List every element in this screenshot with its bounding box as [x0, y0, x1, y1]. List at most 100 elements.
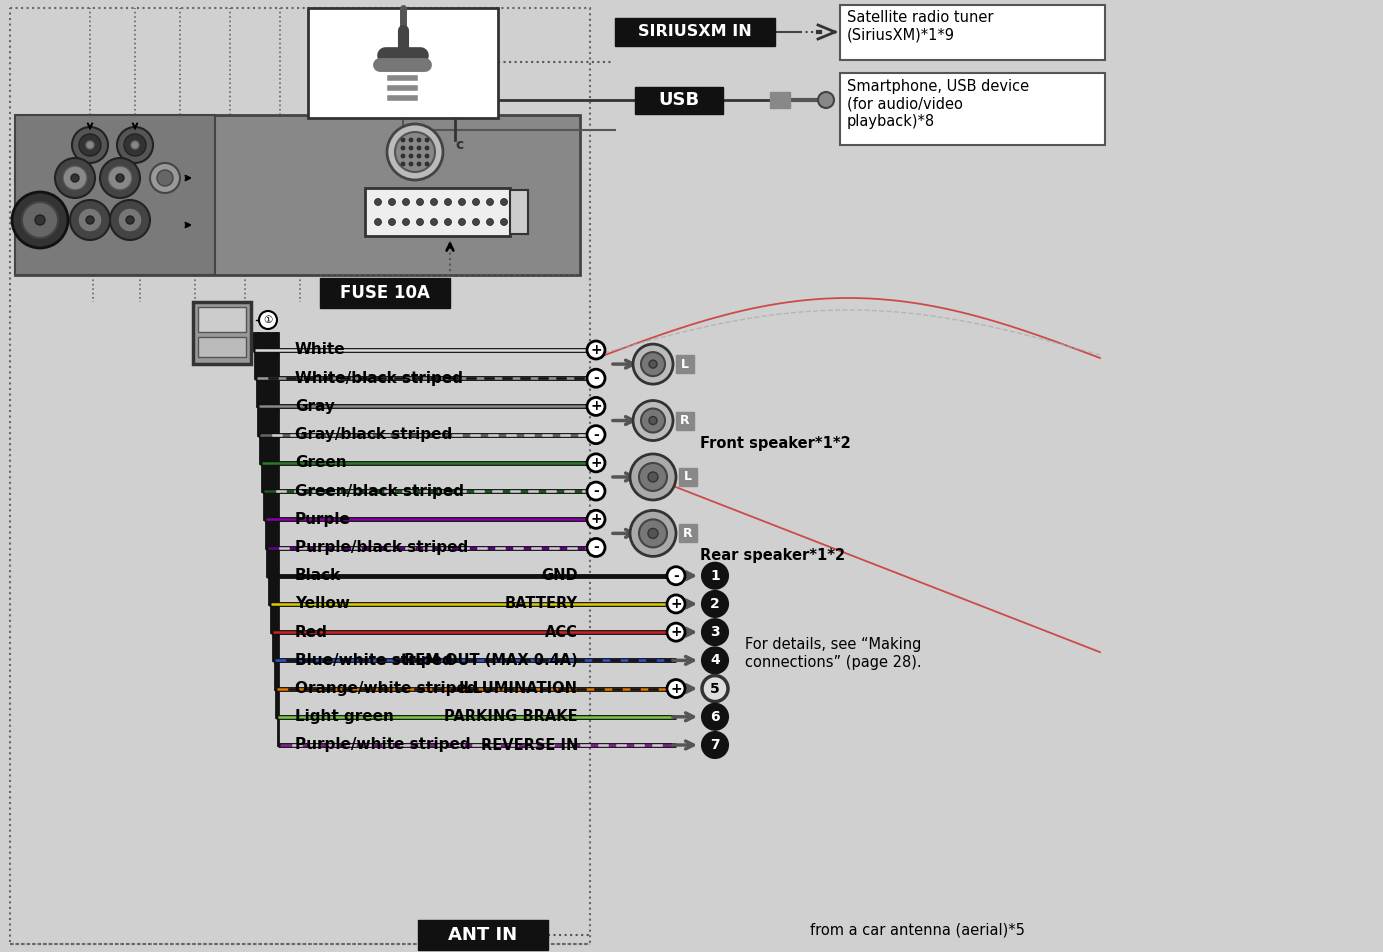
Text: ACC: ACC — [545, 625, 578, 640]
Text: ①: ① — [263, 315, 272, 325]
Circle shape — [401, 154, 405, 158]
Circle shape — [703, 647, 727, 673]
Circle shape — [409, 162, 414, 166]
Circle shape — [71, 174, 79, 182]
Circle shape — [667, 624, 685, 641]
FancyBboxPatch shape — [15, 115, 579, 275]
Text: PARKING BRAKE: PARKING BRAKE — [444, 709, 578, 724]
Circle shape — [425, 146, 429, 150]
Text: Red: Red — [295, 625, 328, 640]
Circle shape — [389, 199, 396, 206]
FancyBboxPatch shape — [10, 8, 591, 944]
FancyBboxPatch shape — [839, 5, 1105, 60]
Circle shape — [667, 680, 685, 698]
FancyBboxPatch shape — [198, 337, 246, 357]
Circle shape — [639, 520, 667, 547]
Circle shape — [586, 510, 604, 528]
Circle shape — [586, 454, 604, 472]
Circle shape — [55, 158, 95, 198]
Text: -: - — [593, 484, 599, 498]
Circle shape — [77, 208, 102, 232]
Circle shape — [64, 166, 87, 190]
Circle shape — [418, 154, 420, 158]
Text: ANT IN: ANT IN — [448, 926, 517, 944]
Circle shape — [633, 401, 674, 441]
Text: For details, see “Making
connections” (page 28).: For details, see “Making connections” (p… — [745, 637, 921, 669]
Circle shape — [703, 704, 727, 730]
Circle shape — [418, 162, 420, 166]
FancyBboxPatch shape — [365, 188, 510, 236]
Circle shape — [118, 208, 142, 232]
Circle shape — [459, 219, 466, 226]
Circle shape — [586, 369, 604, 387]
Circle shape — [640, 408, 665, 432]
FancyBboxPatch shape — [308, 8, 498, 118]
Circle shape — [444, 199, 451, 206]
Circle shape — [430, 199, 437, 206]
Circle shape — [126, 216, 134, 224]
Circle shape — [667, 566, 685, 585]
Text: Satellite radio tuner
(SiriusXM)*1*9: Satellite radio tuner (SiriusXM)*1*9 — [846, 10, 993, 43]
Text: -: - — [674, 568, 679, 583]
Text: +: + — [671, 625, 682, 639]
Text: R: R — [683, 526, 693, 540]
FancyBboxPatch shape — [319, 278, 449, 308]
Circle shape — [586, 482, 604, 500]
Text: Black: Black — [295, 568, 342, 584]
Text: from a car antenna (aerial)*5: from a car antenna (aerial)*5 — [810, 922, 1025, 938]
FancyBboxPatch shape — [510, 190, 528, 234]
Text: R: R — [680, 414, 690, 427]
Circle shape — [817, 92, 834, 108]
Circle shape — [375, 199, 382, 206]
Text: USB: USB — [658, 91, 700, 109]
FancyBboxPatch shape — [676, 411, 694, 429]
FancyBboxPatch shape — [615, 18, 774, 46]
Circle shape — [633, 344, 674, 384]
Circle shape — [389, 219, 396, 226]
Text: FUSE 10A: FUSE 10A — [340, 284, 430, 302]
FancyBboxPatch shape — [194, 302, 250, 364]
Circle shape — [473, 219, 480, 226]
Text: Smartphone, USB device
(for audio/video
playback)*8: Smartphone, USB device (for audio/video … — [846, 79, 1029, 129]
Circle shape — [71, 200, 111, 240]
Text: 6: 6 — [711, 710, 719, 724]
Circle shape — [649, 360, 657, 368]
Circle shape — [703, 732, 727, 758]
Text: Gray: Gray — [295, 399, 335, 414]
Circle shape — [631, 454, 676, 500]
Circle shape — [586, 397, 604, 415]
Text: Gray/black striped: Gray/black striped — [295, 427, 452, 442]
Text: Purple/black striped: Purple/black striped — [295, 540, 469, 555]
Circle shape — [118, 127, 154, 163]
Text: 1: 1 — [709, 568, 721, 583]
Text: -: - — [593, 541, 599, 554]
Text: BATTERY: BATTERY — [505, 597, 578, 611]
Circle shape — [586, 426, 604, 444]
Circle shape — [409, 154, 414, 158]
Text: Rear speaker*1*2: Rear speaker*1*2 — [700, 548, 845, 564]
Text: +: + — [591, 400, 602, 413]
Text: ILLUMINATION: ILLUMINATION — [459, 681, 578, 696]
Circle shape — [501, 219, 508, 226]
Circle shape — [108, 166, 131, 190]
FancyBboxPatch shape — [635, 87, 723, 114]
Circle shape — [375, 219, 382, 226]
Circle shape — [487, 199, 494, 206]
Circle shape — [667, 595, 685, 613]
Circle shape — [35, 215, 46, 225]
Circle shape — [649, 472, 658, 482]
FancyBboxPatch shape — [676, 355, 694, 373]
Circle shape — [430, 219, 437, 226]
Circle shape — [158, 170, 173, 186]
Text: Green/black striped: Green/black striped — [295, 484, 465, 499]
Circle shape — [12, 192, 68, 248]
Circle shape — [111, 200, 149, 240]
Circle shape — [401, 138, 405, 142]
Circle shape — [473, 199, 480, 206]
Circle shape — [418, 146, 420, 150]
Circle shape — [79, 134, 101, 156]
Circle shape — [416, 199, 423, 206]
FancyBboxPatch shape — [418, 920, 548, 950]
Circle shape — [116, 174, 124, 182]
Circle shape — [259, 311, 277, 329]
